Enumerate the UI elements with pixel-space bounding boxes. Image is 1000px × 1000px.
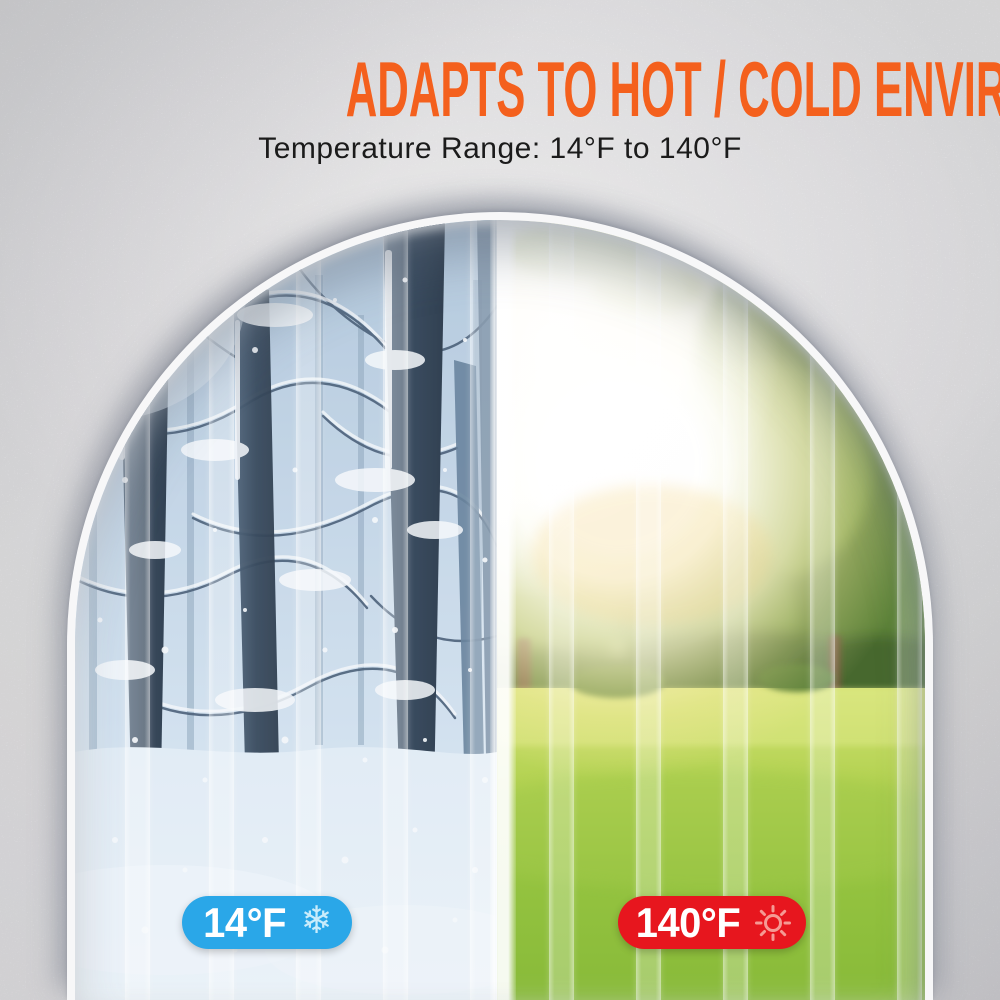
curtain-strip [897,220,922,1000]
curtain-strip [209,220,234,1000]
cold-temperature-badge: 14°F ❄ [182,896,352,949]
curtain-strip [636,220,661,1000]
curtain-strip [470,220,495,1000]
page-title: ADAPTS TO HOT / COLD ENVIRONMENTS [345,45,1000,133]
curtain-strip [296,220,321,1000]
strip-curtain-doorway: 14°F ❄ 140°F [67,212,933,1000]
hot-temperature-badge: 140°F [618,896,806,949]
sun-icon [755,904,792,941]
hot-temperature-label: 140°F [635,898,741,946]
snowflake-icon: ❄ [300,900,333,942]
curtain-strip [383,220,408,1000]
curtain-strip [549,220,574,1000]
temperature-range-subtitle: Temperature Range: 14°F to 140°F [258,132,742,165]
curtain-strip [125,220,150,1000]
curtain-strip [810,220,835,1000]
curtain-strip [723,220,748,1000]
cold-temperature-label: 14°F [203,898,287,946]
header: ADAPTS TO HOT / COLD ENVIRONMENTS Temper… [0,0,1000,165]
